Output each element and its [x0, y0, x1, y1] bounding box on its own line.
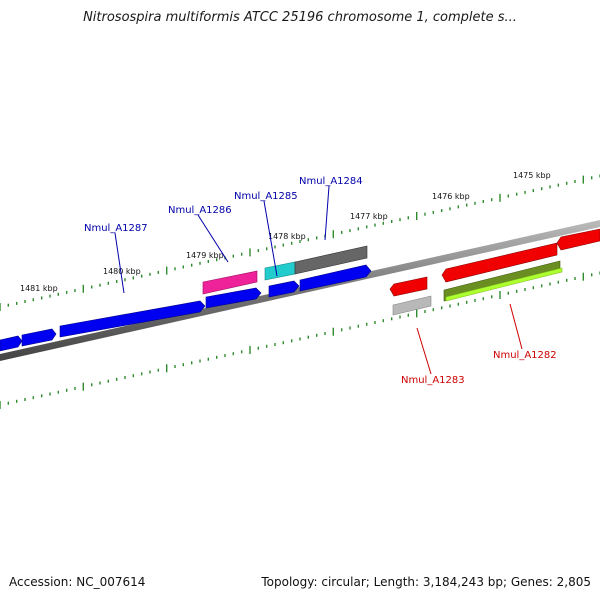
gene-feature[interactable]	[392, 295, 432, 316]
gene-feature[interactable]	[389, 276, 428, 297]
ruler-outer-ticks	[0, 174, 600, 311]
gene-feature[interactable]	[268, 280, 300, 298]
map-title: Nitrosospira multiformis ATCC 25196 chro…	[83, 10, 517, 25]
kbp-label-1476: 1476 kbp	[432, 192, 470, 201]
kbp-label-1477: 1477 kbp	[350, 212, 388, 221]
gene-feature[interactable]	[264, 261, 296, 281]
gene-feature[interactable]	[294, 245, 368, 275]
gene-feature[interactable]	[205, 287, 262, 309]
leader-line	[263, 200, 278, 277]
gene-feature[interactable]	[445, 267, 563, 302]
gene-label-nmul-a1282[interactable]: Nmul_A1282	[493, 350, 557, 361]
gene-feature[interactable]	[299, 264, 372, 292]
gene-label-nmul-a1285[interactable]: Nmul_A1285	[234, 191, 298, 202]
gene-feature[interactable]	[441, 242, 558, 283]
gene-feature[interactable]	[556, 228, 600, 251]
gene-label-nmul-a1287[interactable]: Nmul_A1287	[84, 223, 148, 234]
kbp-label-1479: 1479 kbp	[186, 251, 224, 260]
leader-line	[324, 185, 330, 241]
leader-line	[114, 232, 125, 294]
leader-line	[197, 214, 229, 263]
gene-label-nmul-a1284[interactable]: Nmul_A1284	[299, 176, 363, 187]
gene-feature[interactable]	[21, 328, 57, 347]
topology-summary: Topology: circular; Length: 3,184,243 bp…	[261, 575, 591, 589]
leader-line	[416, 327, 432, 375]
gene-feature[interactable]	[59, 300, 206, 338]
gene-feature[interactable]	[0, 335, 23, 352]
kbp-label-1480: 1480 kbp	[103, 267, 141, 276]
kbp-label-1478: 1478 kbp	[268, 232, 306, 241]
leader-line	[509, 303, 523, 350]
gene-label-nmul-a1283[interactable]: Nmul_A1283	[401, 375, 465, 386]
accession-text: Accession: NC_007614	[9, 575, 146, 589]
kbp-label-1481: 1481 kbp	[20, 284, 58, 293]
label-leaders	[114, 185, 523, 375]
forward-strand-genes	[0, 228, 600, 352]
gene-feature[interactable]	[202, 270, 258, 295]
ruler-inner-ticks	[0, 271, 600, 409]
reverse-strand-genes	[392, 260, 563, 316]
gene-label-nmul-a1286[interactable]: Nmul_A1286	[168, 205, 232, 216]
kbp-label-1475: 1475 kbp	[513, 171, 551, 180]
